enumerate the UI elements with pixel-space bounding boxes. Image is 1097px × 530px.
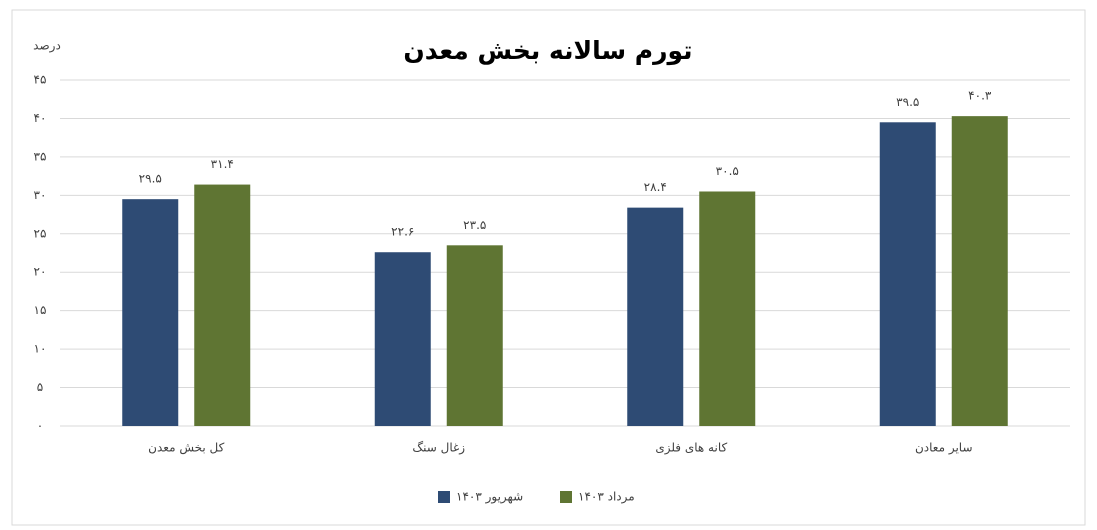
bar: [122, 199, 179, 426]
y-axis-label: درصد: [33, 39, 61, 54]
x-tick-label: سایر معادن: [915, 441, 973, 456]
value-label: ۲۳.۵: [463, 218, 486, 232]
y-tick-label: ۴۵: [34, 73, 47, 87]
y-tick-label: ۰: [37, 419, 43, 433]
value-label: ۳۰.۵: [716, 164, 739, 178]
value-label: ۳۱.۴: [211, 157, 234, 171]
x-tick-label: زغال سنگ: [412, 441, 465, 456]
bar: [699, 191, 756, 426]
legend-label: مرداد ۱۴۰۳: [578, 490, 635, 505]
y-tick-label: ۵: [37, 380, 43, 394]
x-tick-label: کل بخش معدن: [148, 441, 224, 456]
legend-swatch: [438, 491, 450, 503]
y-tick-label: ۳۵: [34, 149, 47, 163]
value-label: ۲۸.۴: [644, 180, 667, 194]
y-tick-label: ۱۵: [34, 303, 47, 317]
x-tick-label: کانه های فلزی: [655, 441, 727, 456]
y-tick-label: ۳۰: [34, 188, 47, 202]
bar: [446, 245, 503, 426]
bar: [951, 116, 1008, 426]
legend-swatch: [560, 491, 572, 503]
y-tick-label: ۲۵: [34, 226, 47, 240]
bar: [374, 252, 431, 426]
chart-title: تورم سالانه بخش معدن: [403, 36, 692, 66]
bar: [194, 184, 251, 426]
legend-label: شهریور ۱۴۰۳: [456, 490, 523, 505]
y-tick-label: ۴۰: [34, 111, 47, 125]
y-tick-label: ۲۰: [34, 265, 47, 279]
bar: [627, 207, 684, 426]
value-label: ۴۰.۳: [968, 89, 992, 103]
y-tick-label: ۱۰: [34, 342, 47, 356]
value-label: ۲۹.۵: [139, 172, 162, 186]
bar: [879, 122, 936, 427]
value-label: ۳۹.۵: [896, 95, 919, 109]
value-label: ۲۲.۶: [391, 225, 414, 239]
